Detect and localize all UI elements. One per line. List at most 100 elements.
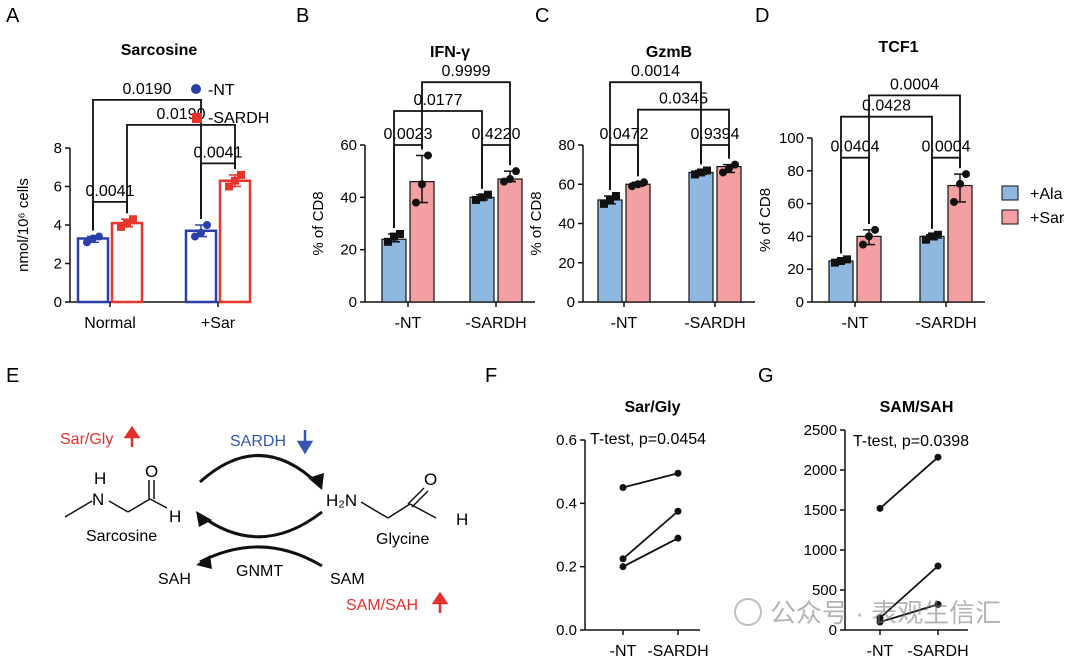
x-tick-label: -SARDH <box>907 643 968 660</box>
x-tick-label: -NT <box>842 315 869 332</box>
y-tick-label: 0 <box>349 294 357 311</box>
data-point <box>634 180 642 189</box>
reverse-arrowhead-icon <box>196 511 212 527</box>
test-annotation: T-test, p=0.0398 <box>853 433 969 450</box>
sam-sah-arc-arrow <box>199 545 323 568</box>
legend-a-sardh-label: -SARDH <box>208 110 269 127</box>
p-value-label: 0.4220 <box>472 126 521 143</box>
y-tick-label: 80 <box>787 163 804 180</box>
bar <box>716 165 742 303</box>
legend-a-nt-label: -NT <box>208 82 235 99</box>
data-point <box>396 229 404 238</box>
significance-bracket <box>126 124 236 214</box>
legend-a-nt-marker <box>191 84 201 94</box>
y-tick-label: 0 <box>829 622 837 639</box>
up-arrow-icon-2 <box>431 591 449 613</box>
p-value-label: 0.0004 <box>922 139 971 156</box>
forward-arc-arrow <box>198 454 320 486</box>
p-value-label: 0.0023 <box>384 126 433 143</box>
legend-sar-swatch <box>1001 209 1019 225</box>
p-value-label: 0.0004 <box>890 76 939 93</box>
x-tick-label: -NT <box>867 643 894 660</box>
data-point <box>697 168 705 177</box>
data-point <box>628 182 636 191</box>
p-value-label: 0.0014 <box>631 63 680 80</box>
significance-bracket <box>609 81 702 191</box>
y-tick-label: 4 <box>54 217 62 234</box>
panel-d-chart: TCF1 0 20 40 60 80 100 % of CD8 -NT -SARDH 0.0404 0… <box>757 39 985 332</box>
up-arrow-icon <box>123 425 141 447</box>
bar <box>76 237 110 304</box>
reverse-arc-arrow <box>199 510 323 539</box>
y-tick-label: 60 <box>787 196 804 213</box>
glycine-h-atom: H <box>456 510 468 529</box>
panel-label-e: E <box>6 365 19 387</box>
significance-bracket <box>700 144 730 165</box>
x-tick-label: -NT <box>611 315 638 332</box>
data-point <box>956 179 964 188</box>
p-value-label: 0.0190 <box>123 81 172 98</box>
panel-c-chart: GzmB 0 20 40 60 80 % of CD8 -NT -SARDH 0.0472 0.93… <box>528 44 755 332</box>
legend-treatment: +Ala +Sar <box>1001 185 1065 227</box>
data-point <box>418 180 426 189</box>
x-tick-label: -SARDH <box>915 315 976 332</box>
data-point <box>390 232 398 241</box>
x-tick-label: -NT <box>610 643 637 660</box>
data-point <box>612 192 620 201</box>
legend-ala-label: +Ala <box>1030 186 1063 203</box>
data-point <box>674 469 682 477</box>
sah-label: SAH <box>158 571 191 588</box>
sam-label: SAM <box>330 571 365 588</box>
p-value-label: 0.9394 <box>691 126 740 143</box>
data-point <box>237 170 245 179</box>
glycine-h2n: H₂N <box>326 491 357 510</box>
y-tick-label: 40 <box>340 189 357 206</box>
data-point <box>962 170 970 179</box>
sam-sah-arrowhead-icon <box>196 555 212 569</box>
data-point <box>928 232 936 241</box>
legend-sar-label: +Sar <box>1030 210 1065 227</box>
data-point <box>191 232 199 241</box>
paired-line <box>622 510 679 560</box>
p-value-label: 0.0041 <box>194 144 243 161</box>
bar <box>828 260 854 303</box>
panel-b-chart: IFN-γ 0 20 40 60 % of CD8 -NT -SARDH 0.0023 0.422… <box>310 44 535 332</box>
y-tick-label: 0 <box>54 294 62 311</box>
chart-title: IFN-γ <box>430 44 470 61</box>
x-tick-label: -SARDH <box>465 315 526 332</box>
data-point <box>506 175 514 184</box>
panel-g-chart: SAM/SAH 0 500 1000 1500 2000 2500 -NT -SARDH T-te… <box>804 399 970 660</box>
legend-a-sardh-marker <box>192 113 202 123</box>
bar <box>597 199 623 303</box>
data-point <box>674 507 682 515</box>
bar <box>184 229 218 304</box>
bar <box>688 171 714 303</box>
data-point <box>203 221 211 229</box>
bar <box>497 178 523 303</box>
data-point <box>871 225 879 234</box>
sam-sah-label: SAM/SAH <box>346 597 418 614</box>
data-point <box>876 504 884 512</box>
data-point <box>719 168 727 177</box>
data-point <box>837 257 845 265</box>
data-point <box>674 534 682 542</box>
data-point <box>512 167 520 176</box>
watermark: 公众号 · 表观生信汇 <box>734 598 1001 628</box>
sarcosine-n-atom: N <box>92 490 104 509</box>
y-tick-label: 0.4 <box>556 495 577 512</box>
data-point <box>691 170 699 179</box>
panel-label-d: D <box>755 5 769 27</box>
data-point <box>412 198 420 207</box>
p-value-label: 0.0472 <box>600 126 649 143</box>
panel-label-c: C <box>535 5 549 27</box>
data-point <box>640 178 648 187</box>
y-tick-label: 2 <box>54 256 62 273</box>
sarcosine-label: Sarcosine <box>86 528 157 545</box>
y-tick-label: 20 <box>787 261 804 278</box>
y-tick-label: 100 <box>779 130 804 147</box>
data-point <box>83 238 91 247</box>
panel-f-chart: Sar/Gly 0.0 0.2 0.4 0.6 -NT -SARDH T-test, p=0.… <box>556 399 709 660</box>
y-axis-label: % of CD8 <box>310 191 327 255</box>
y-tick-label: 40 <box>558 216 575 233</box>
data-point <box>600 199 608 208</box>
